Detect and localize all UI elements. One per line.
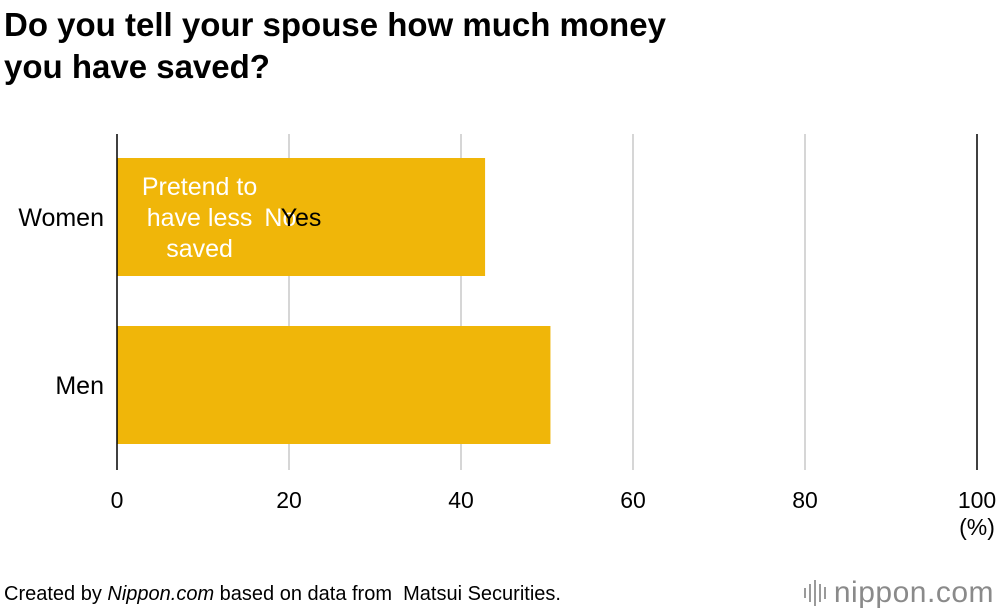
x-tick-label-0: 0: [111, 487, 124, 513]
segment-label-1-line-0: Pretend to: [142, 173, 257, 201]
x-tick-label-80: 80: [792, 487, 818, 513]
nippon-logo: nippon.com: [803, 576, 994, 610]
logo-mark-icon: [803, 578, 826, 608]
chart-title-line-2: you have saved?: [4, 48, 270, 85]
category-label-men: Men: [55, 372, 104, 400]
segment-label-0: No: [264, 204, 296, 232]
x-tick-label-100: 100: [958, 487, 996, 513]
category-label-women: Women: [18, 204, 104, 232]
credit-prefix: Created by: [4, 583, 108, 605]
bars: [117, 158, 551, 444]
bar-women-2: [117, 158, 486, 276]
logo-text: nippon: [833, 576, 927, 609]
logo-tld: com: [935, 576, 994, 609]
source-credit: Created by Nippon.com based on data from…: [4, 582, 561, 606]
chart-title-line-1: Do you tell your spouse how much money: [4, 6, 666, 43]
bar-men-2: [117, 326, 551, 444]
x-tick-label-60: 60: [620, 487, 646, 513]
segment-label-2-line-0: Yes: [281, 204, 322, 232]
segment-label-1-line-2: saved: [166, 235, 233, 263]
credit-source: Nippon.com: [107, 583, 215, 605]
logo-dot: .: [926, 576, 936, 609]
segment-label-1: Pretend to have less saved: [142, 173, 257, 263]
x-tick-label-40: 40: [448, 487, 474, 513]
chart-title: Do you tell your spouse how much money y…: [4, 4, 964, 88]
x-tick-label-20: 20: [276, 487, 302, 513]
x-axis-unit: (%): [959, 514, 995, 540]
segment-label-2: Yes: [281, 204, 322, 232]
logo-wordmark: nippon.com: [834, 576, 994, 610]
credit-suffix: based on data from Matsui Securities.: [214, 583, 561, 605]
segment-label-0-line-0: No: [264, 204, 296, 232]
segment-label-1-line-1: have less: [147, 204, 253, 232]
